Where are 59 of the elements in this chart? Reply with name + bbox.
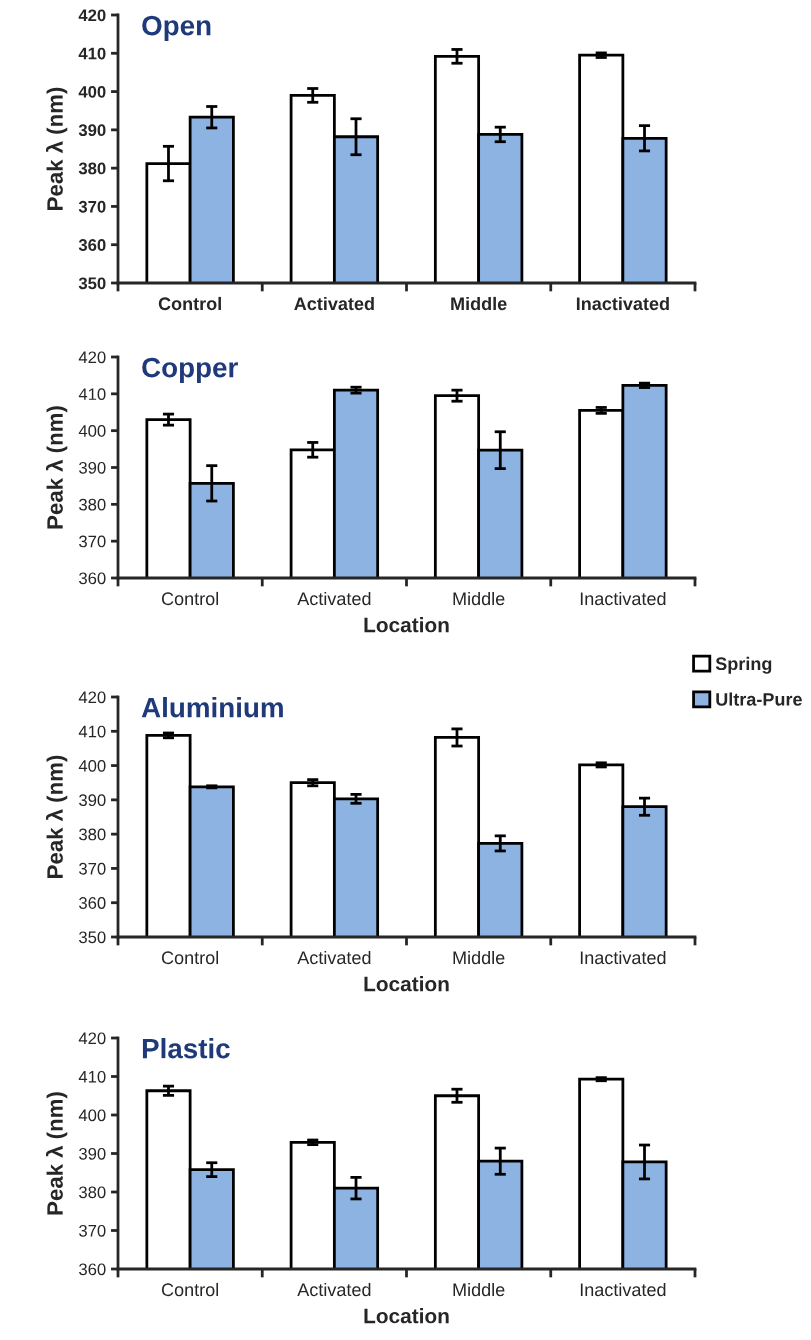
x-tick-label: Activated xyxy=(294,296,374,311)
y-axis-title: Peak λ (nm) xyxy=(45,755,68,878)
y-axis-title: Peak λ (nm) xyxy=(45,1092,68,1215)
legend-label: Ultra-Pure xyxy=(716,692,802,706)
x-tick-label: Control xyxy=(158,296,221,311)
y-tick-label: 390 xyxy=(79,1147,106,1160)
chart-title: Copper xyxy=(142,357,238,383)
y-tick-label: 370 xyxy=(79,862,106,875)
y-tick-label: 390 xyxy=(78,124,106,137)
x-tick-label: Inactivated xyxy=(576,296,669,311)
y-tick-label: 420 xyxy=(78,351,106,364)
y-axis-title: Peak λ (nm) xyxy=(45,87,68,210)
x-tick-label: Middle xyxy=(453,950,505,965)
x-tick-label: Control xyxy=(161,1282,219,1297)
x-tick-label: Control xyxy=(161,591,219,606)
legend-label: Spring xyxy=(715,656,772,674)
x-tick-label: Inactivated xyxy=(580,1282,666,1297)
chart-title: Plastic xyxy=(142,1038,230,1059)
x-tick-label: Control xyxy=(161,950,219,965)
y-tick-label: 380 xyxy=(78,162,106,175)
x-tick-label: Activated xyxy=(297,1282,371,1297)
y-tick-label: 380 xyxy=(79,828,106,841)
x-tick-label: Inactivated xyxy=(580,950,666,965)
x-axis-title: Location xyxy=(364,1308,449,1324)
y-tick-label: 420 xyxy=(78,691,106,704)
y-tick-label: 410 xyxy=(78,47,106,60)
x-axis-title: Location xyxy=(364,617,449,633)
x-tick-label: Middle xyxy=(453,591,505,606)
y-tick-label: 410 xyxy=(78,725,106,738)
y-tick-label: 370 xyxy=(79,1224,106,1237)
x-tick-label: Middle xyxy=(451,296,507,311)
chart-title: Open xyxy=(142,15,211,41)
y-tick-label: 380 xyxy=(79,498,106,511)
y-tick-label: 400 xyxy=(78,759,106,772)
chart-title: Aluminium xyxy=(141,697,283,718)
y-tick-label: 360 xyxy=(79,572,106,585)
x-tick-label: Middle xyxy=(453,1282,505,1297)
y-axis-title: Peak λ (nm) xyxy=(45,406,68,529)
y-tick-label: 400 xyxy=(78,425,106,437)
y-tick-label: 360 xyxy=(79,897,106,909)
x-tick-label: Activated xyxy=(297,591,371,606)
y-tick-label: 370 xyxy=(78,200,106,213)
x-tick-label: Activated xyxy=(297,950,371,965)
y-tick-label: 400 xyxy=(78,85,106,98)
y-tick-label: 380 xyxy=(79,1186,106,1199)
y-tick-label: 370 xyxy=(79,535,106,548)
y-tick-label: 350 xyxy=(78,277,106,290)
y-tick-label: 360 xyxy=(79,1263,106,1276)
y-tick-label: 400 xyxy=(78,1109,106,1122)
y-tick-label: 420 xyxy=(78,9,106,22)
y-tick-label: 390 xyxy=(79,461,106,474)
y-tick-label: 390 xyxy=(79,794,106,807)
y-tick-label: 350 xyxy=(79,931,106,944)
x-tick-label: Inactivated xyxy=(580,591,666,606)
y-tick-label: 410 xyxy=(78,388,106,401)
y-tick-label: 410 xyxy=(78,1070,106,1083)
x-axis-title: Location xyxy=(364,976,449,992)
y-tick-label: 420 xyxy=(78,1032,106,1045)
y-tick-label: 360 xyxy=(78,239,106,251)
